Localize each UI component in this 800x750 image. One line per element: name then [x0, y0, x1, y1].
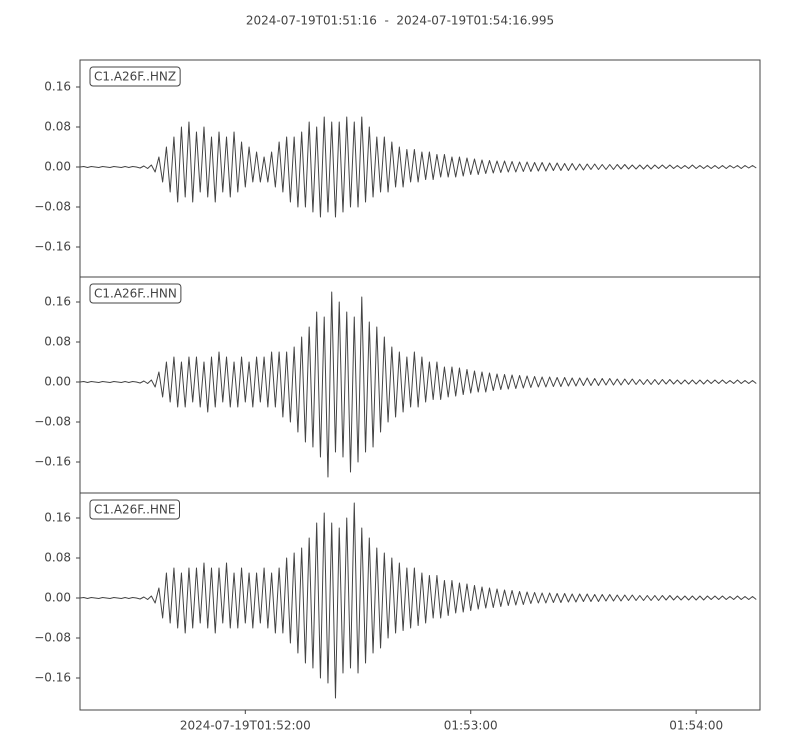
y-tick-label: −0.08: [34, 415, 71, 429]
y-tick-label: 0.16: [44, 511, 71, 525]
y-tick-label: −0.08: [34, 200, 71, 214]
panel-frame: [79, 492, 761, 711]
y-tick-label: 0.08: [44, 335, 71, 349]
y-tick-label: 0.00: [44, 591, 71, 605]
waveform: [80, 116, 757, 218]
y-tick-label: 0.00: [44, 375, 71, 389]
y-tick-label: 0.16: [44, 295, 71, 309]
trace-label-box: [89, 499, 180, 520]
y-tick-label: 0.08: [44, 551, 71, 565]
y-tick-label: −0.16: [34, 455, 71, 469]
y-tick-label: 0.08: [44, 120, 71, 134]
y-tick-label: 0.16: [44, 80, 71, 94]
x-tick-label: 01:54:00: [669, 719, 723, 733]
trace-label: C1.A26F..HNE: [94, 503, 176, 517]
waveform: [80, 291, 757, 478]
chart-title: 2024-07-19T01:51:16 - 2024-07-19T01:54:1…: [246, 14, 554, 28]
trace-label-box: [89, 283, 182, 304]
y-tick-label: −0.16: [34, 240, 71, 254]
x-tick-label: 01:53:00: [444, 719, 498, 733]
trace-label: C1.A26F..HNN: [94, 287, 177, 301]
trace-label-box: [89, 66, 181, 87]
y-tick-label: 0.00: [44, 160, 71, 174]
x-tick-label: 2024-07-19T01:52:00: [180, 719, 311, 733]
trace-label: C1.A26F..HNZ: [94, 70, 176, 84]
waveform: [80, 502, 757, 699]
y-tick-label: −0.16: [34, 671, 71, 685]
y-tick-label: −0.08: [34, 631, 71, 645]
